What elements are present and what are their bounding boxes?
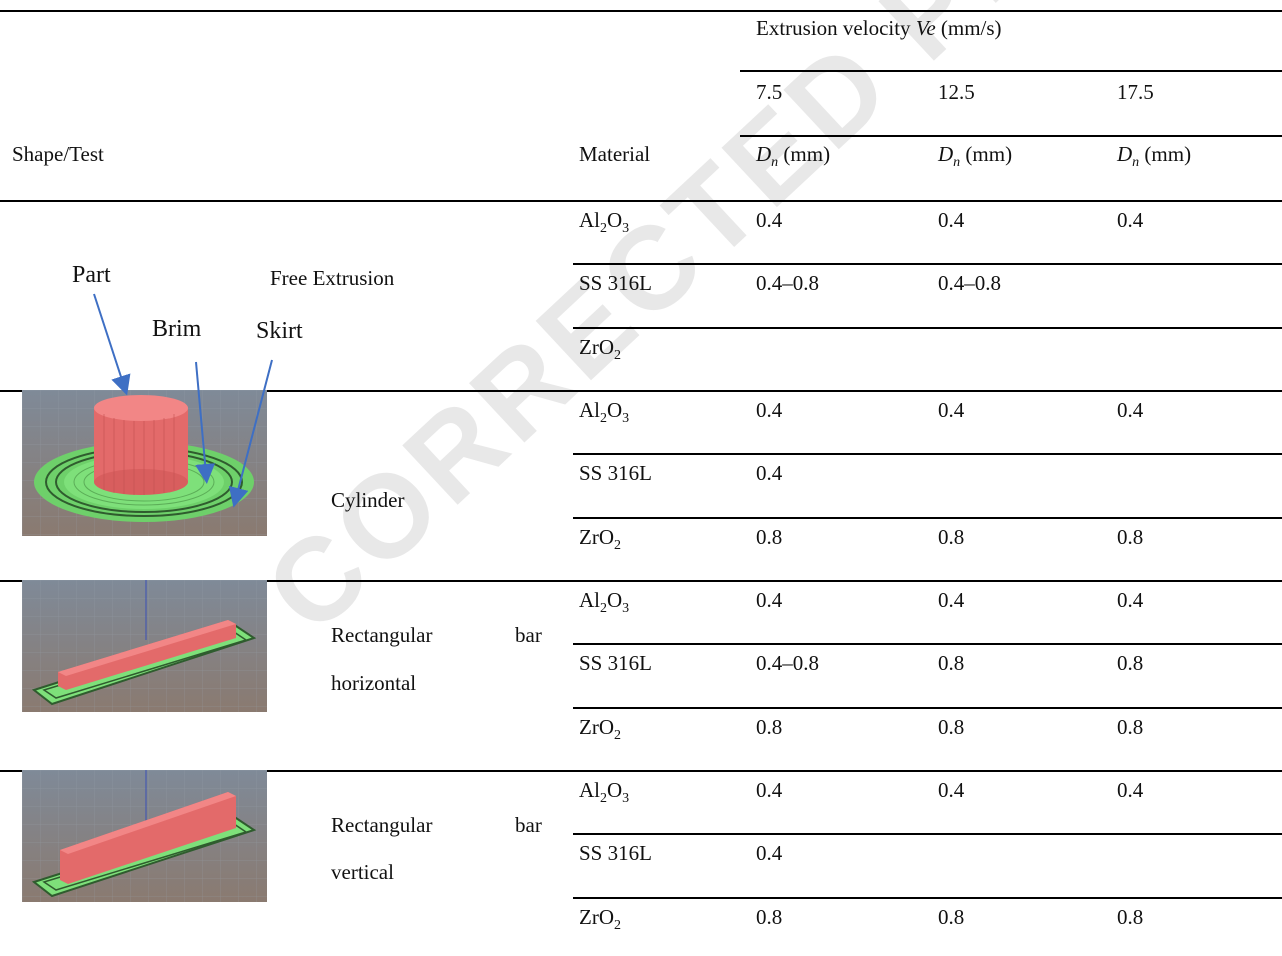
cell-rect-bar-horizontal-al-v2: 0.4: [938, 588, 965, 612]
cell-cylinder-zr-v1: 0.8: [756, 525, 783, 549]
cell-rect-bar-horizontal-ss-v3: 0.8: [1117, 651, 1144, 675]
rectangular-bar-vertical-image: [22, 770, 267, 902]
material-rect-bar-horizontal-al: Al2O3: [579, 588, 630, 616]
cell-rect-bar-vertical-al-v1: 0.4: [756, 778, 783, 802]
callout-part: Part: [72, 262, 111, 288]
material-cylinder-ss: SS 316L: [579, 461, 652, 485]
section-label-rect-h-1: Rectangular: [331, 623, 433, 647]
cell-rect-bar-horizontal-zr-v1: 0.8: [756, 715, 783, 739]
material-rect-bar-vertical-zr: ZrO2: [579, 905, 621, 933]
section-rule-rect-bar-horizontal: [0, 580, 1282, 582]
dn-header-3: Dn (mm): [1117, 142, 1192, 170]
cell-rect-bar-horizontal-al-v3: 0.4: [1117, 588, 1144, 612]
row-rule-cylinder-2: [573, 517, 1282, 519]
material-header: Material: [579, 142, 651, 166]
cell-rect-bar-horizontal-ss-v2: 0.8: [938, 651, 965, 675]
velocity-7-5: 7.5: [756, 80, 783, 104]
velocity-rule: [740, 70, 1282, 72]
callout-skirt: Skirt: [256, 318, 303, 344]
material-cylinder-al: Al2O3: [579, 398, 630, 426]
cell-cylinder-al-v1: 0.4: [756, 398, 783, 422]
row-rule-cylinder-1: [573, 453, 1282, 455]
header-bottom-rule: [0, 200, 1282, 202]
dn-header-1: Dn (mm): [756, 142, 831, 170]
callout-brim: Brim: [152, 316, 202, 342]
top-rule: [0, 10, 1282, 12]
cell-cylinder-ss-v1: 0.4: [756, 461, 783, 485]
row-rule-free-extrusion-2: [573, 327, 1282, 329]
section-label-free-extrusion: Free Extrusion: [270, 266, 395, 290]
section-label-rect-v-3: vertical: [331, 860, 394, 884]
cell-rect-bar-vertical-zr-v1: 0.8: [756, 905, 783, 929]
row-rule-rect-bar-vertical-2: [573, 897, 1282, 899]
cell-rect-bar-vertical-zr-v3: 0.8: [1117, 905, 1144, 929]
rectangular-bar-horizontal-image: [22, 580, 267, 712]
section-label-rect-h-3: horizontal: [331, 671, 417, 695]
cell-rect-bar-vertical-ss-v1: 0.4: [756, 841, 783, 865]
cell-free-extrusion-al-v2: 0.4: [938, 208, 965, 232]
cell-rect-bar-horizontal-zr-v3: 0.8: [1117, 715, 1144, 739]
material-rect-bar-horizontal-zr: ZrO2: [579, 715, 621, 743]
section-label-rect-v-2: bar: [515, 813, 542, 837]
section-rule-rect-bar-vertical: [0, 770, 1282, 772]
cell-rect-bar-horizontal-al-v1: 0.4: [756, 588, 783, 612]
cylinder-image: [22, 390, 267, 536]
cell-rect-bar-vertical-zr-v2: 0.8: [938, 905, 965, 929]
section-rule-cylinder: [0, 390, 1282, 392]
material-free-extrusion-al: Al2O3: [579, 208, 630, 236]
cell-rect-bar-horizontal-ss-v1: 0.4–0.8: [756, 651, 819, 675]
material-rect-bar-horizontal-ss: SS 316L: [579, 651, 652, 675]
cell-cylinder-al-v3: 0.4: [1117, 398, 1144, 422]
cell-free-extrusion-al-v1: 0.4: [756, 208, 783, 232]
material-free-extrusion-ss: SS 316L: [579, 271, 652, 295]
dn-rule: [740, 135, 1282, 137]
row-rule-rect-bar-horizontal-1: [573, 643, 1282, 645]
part-arrow: [93, 293, 131, 396]
cell-rect-bar-horizontal-zr-v2: 0.8: [938, 715, 965, 739]
section-label-rect-v-1: Rectangular: [331, 813, 433, 837]
section-label-cylinder: Cylinder: [331, 488, 405, 512]
cell-free-extrusion-al-v3: 0.4: [1117, 208, 1144, 232]
cell-cylinder-zr-v2: 0.8: [938, 525, 965, 549]
cell-free-extrusion-ss-v2: 0.4–0.8: [938, 271, 1001, 295]
dn-header-2: Dn (mm): [938, 142, 1013, 170]
cell-rect-bar-vertical-al-v3: 0.4: [1117, 778, 1144, 802]
velocity-group-header: Extrusion velocity Ve (mm/s): [756, 16, 1002, 40]
material-rect-bar-vertical-ss: SS 316L: [579, 841, 652, 865]
row-rule-rect-bar-horizontal-2: [573, 707, 1282, 709]
velocity-17-5: 17.5: [1117, 80, 1154, 104]
material-cylinder-zr: ZrO2: [579, 525, 621, 553]
material-free-extrusion-zr: ZrO2: [579, 335, 621, 363]
cell-cylinder-al-v2: 0.4: [938, 398, 965, 422]
cell-cylinder-zr-v3: 0.8: [1117, 525, 1144, 549]
callout-arrows: [93, 293, 273, 508]
row-rule-rect-bar-vertical-1: [573, 833, 1282, 835]
material-rect-bar-vertical-al: Al2O3: [579, 778, 630, 806]
velocity-12-5: 12.5: [938, 80, 975, 104]
shape-test-header: Shape/Test: [12, 142, 104, 166]
section-label-rect-h-2: bar: [515, 623, 542, 647]
cell-rect-bar-vertical-al-v2: 0.4: [938, 778, 965, 802]
cell-free-extrusion-ss-v1: 0.4–0.8: [756, 271, 819, 295]
row-rule-free-extrusion-1: [573, 263, 1282, 265]
